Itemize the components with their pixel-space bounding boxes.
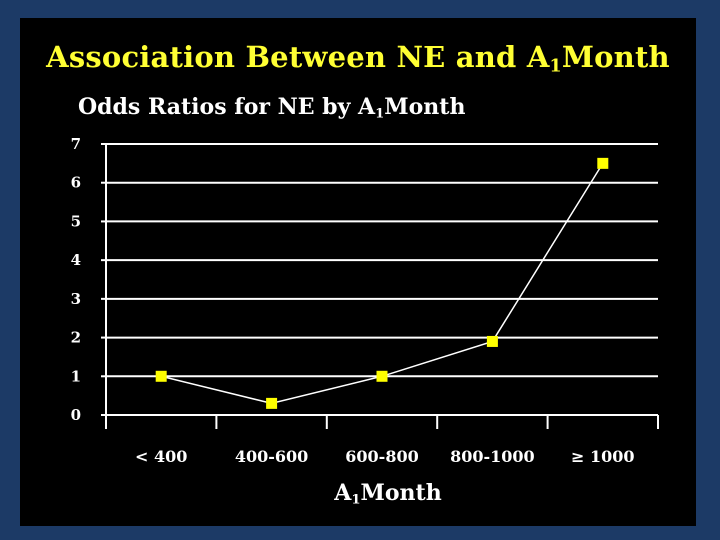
x-category-label: 800-1000 [450,447,535,466]
y-tick-label: 2 [71,329,81,347]
y-tick-label: 1 [71,367,81,385]
x-category-label: 400-600 [235,447,308,466]
odds-ratio-line-chart: 0 1 2 3 4 5 6 7 < 400 400-600 600-800 800-1000 ≥ 100… [71,135,659,466]
series-line [161,162,604,405]
x-category-label: < 400 [135,447,187,466]
y-tick-label: 7 [71,135,81,153]
y-tick-label: 6 [71,174,81,192]
y-tick-label: 4 [71,251,81,269]
data-point-marker [597,157,609,169]
y-tick-label: 3 [71,290,81,308]
chart-subtitle: Odds Ratios for NE by A1Month [78,94,466,122]
x-category-label: ≥ 1000 [571,447,635,466]
slide-title: Association Between NE and A1Month [46,40,670,77]
data-point-marker [376,370,388,382]
data-point-marker [266,397,278,409]
y-tick-label: 5 [71,212,81,230]
data-point-marker [155,370,167,382]
data-point-marker [486,335,498,347]
x-category-label: 600-800 [345,447,418,466]
slide-panel: Association Between NE and A1Month Odds … [20,18,696,526]
y-tick-label: 0 [71,406,81,424]
x-axis-label: A1Month [334,480,442,508]
